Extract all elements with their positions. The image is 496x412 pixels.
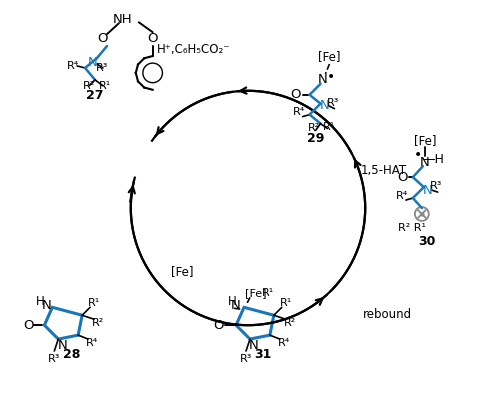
Text: N: N [249,339,259,351]
Text: R⁴: R⁴ [86,338,98,348]
Text: R²: R² [284,318,296,328]
Text: NH: NH [113,13,133,26]
Text: O: O [98,32,108,44]
Text: R²: R² [83,81,95,91]
Text: N: N [42,299,51,312]
Text: 28: 28 [62,349,80,361]
Text: O: O [291,88,301,101]
Text: N: N [319,99,329,112]
Text: H: H [228,295,237,308]
Text: R⁴: R⁴ [396,191,408,201]
Text: 27: 27 [86,89,104,102]
Text: N: N [88,56,98,70]
Text: R²: R² [308,122,320,133]
Text: O: O [147,32,158,44]
Text: [Fe]: [Fe] [171,265,194,278]
Text: R⁴: R⁴ [67,61,79,71]
Text: —H: —H [423,153,445,166]
Text: 31: 31 [254,349,272,361]
Text: N: N [58,339,67,351]
Text: •: • [327,70,336,84]
Text: N: N [317,73,327,87]
Text: O: O [398,171,408,184]
Text: •: • [414,148,422,162]
Text: R²: R² [92,318,104,328]
Text: O: O [23,319,34,332]
Text: R³: R³ [327,98,340,108]
Text: R³: R³ [48,354,61,364]
Text: O: O [213,319,224,332]
Text: N: N [420,156,430,169]
Text: R⁴: R⁴ [278,338,290,348]
Text: R¹: R¹ [99,81,111,91]
Text: H⁺,C₆H₅CO₂⁻: H⁺,C₆H₅CO₂⁻ [157,42,230,56]
Text: R² R¹: R² R¹ [398,223,426,233]
Text: R³: R³ [240,354,252,364]
Text: R³: R³ [430,181,442,191]
Text: [Fe]: [Fe] [414,134,436,147]
Text: R¹: R¹ [88,298,100,308]
Text: rebound: rebound [363,308,412,321]
Text: R⁴: R⁴ [293,107,306,117]
Text: R¹: R¹ [323,122,336,131]
Text: R¹: R¹ [280,298,292,308]
Text: N: N [423,184,433,197]
Text: N: N [231,299,241,312]
Text: R¹: R¹ [262,288,274,298]
Text: 29: 29 [307,132,324,145]
Text: [Fe]: [Fe] [245,288,267,298]
Text: R³: R³ [96,63,108,73]
Text: 1,5-HAT: 1,5-HAT [361,164,407,177]
Text: H: H [36,295,45,308]
Text: 30: 30 [418,235,435,248]
Text: [Fe]: [Fe] [318,51,341,63]
